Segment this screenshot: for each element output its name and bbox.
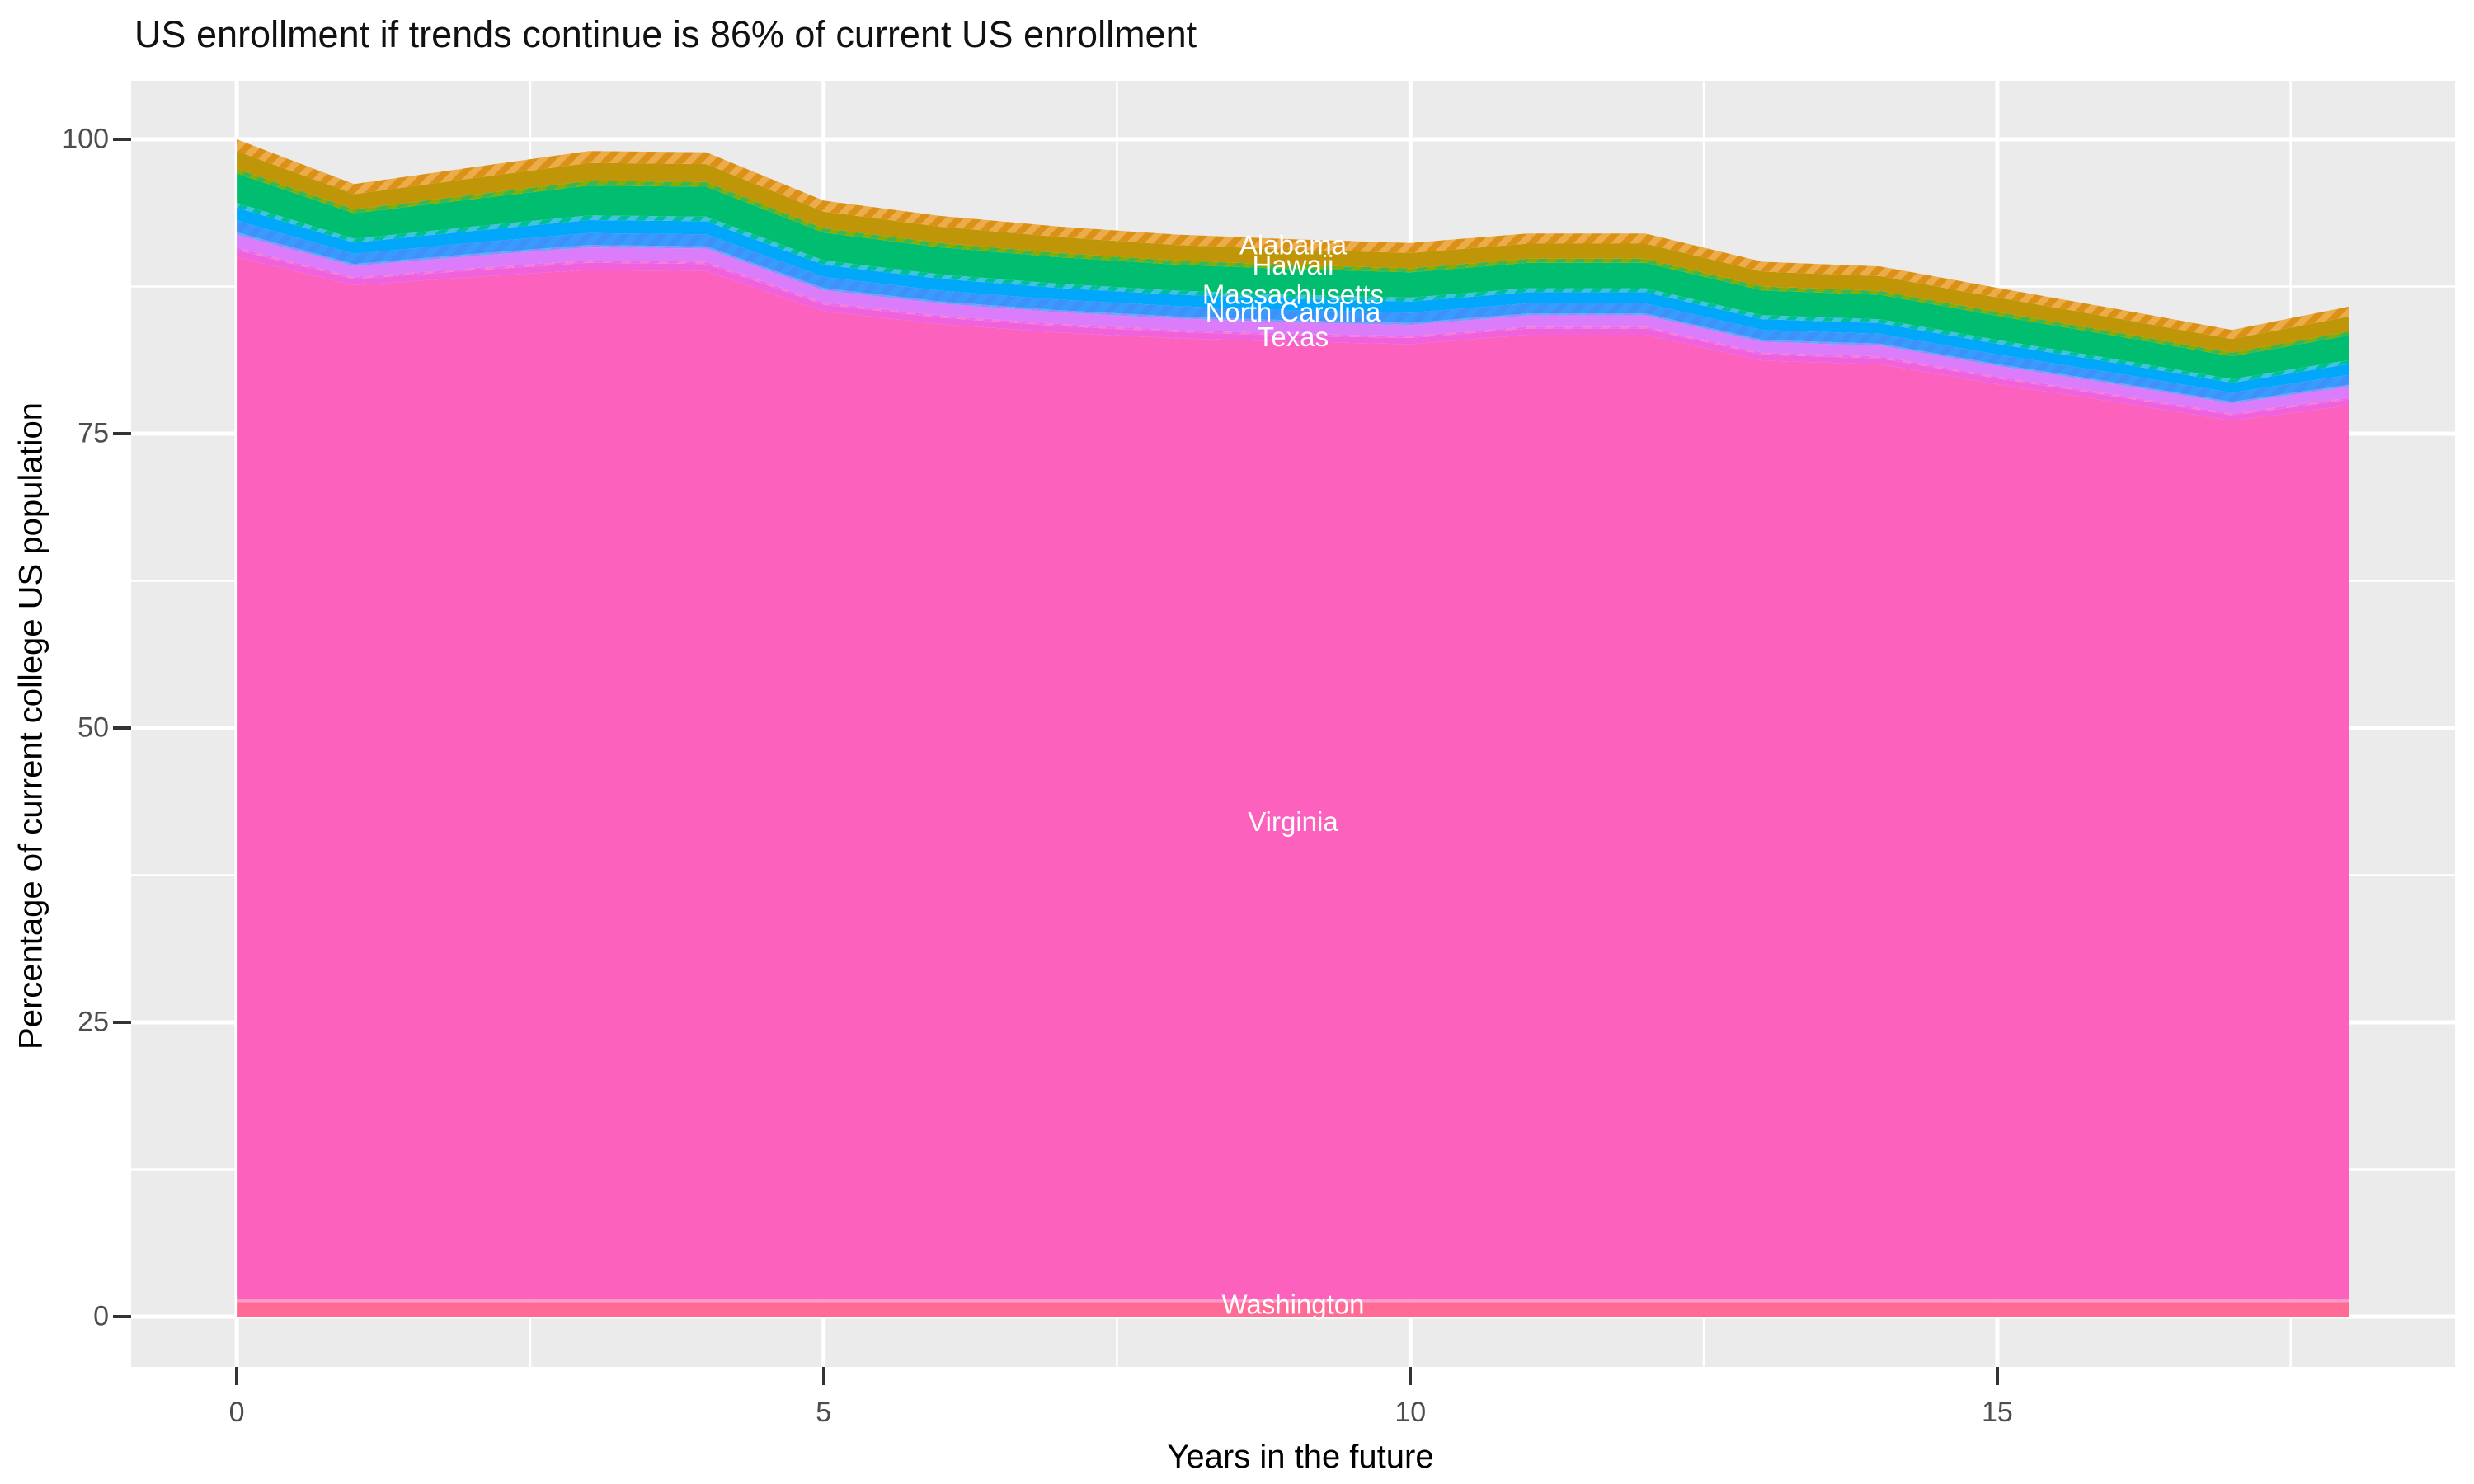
y-tick-label: 100 (62, 123, 109, 155)
area-unlabeled-slivers-teal (237, 203, 2349, 383)
area-virginia (237, 256, 2349, 1300)
y-tick-mark (113, 432, 131, 435)
y-tick-mark (113, 1021, 131, 1024)
area-texas (237, 250, 2349, 421)
area-unlabeled-slivers-orange (237, 139, 2349, 340)
area-hawaii (237, 173, 2349, 379)
y-tick-label: 75 (78, 417, 109, 449)
x-tick-label: 0 (228, 1397, 245, 1428)
x-tick-label: 15 (1981, 1397, 2013, 1428)
y-tick-label: 0 (93, 1300, 109, 1332)
x-tick-label: 5 (816, 1397, 832, 1428)
y-tick-mark (113, 726, 131, 730)
y-tick-label: 50 (78, 711, 109, 744)
chart-title: US enrollment if trends continue is 86% … (134, 13, 1197, 55)
area-unlabeled-slivers-yellowgreen (237, 168, 2349, 357)
y-tick-mark (113, 1315, 131, 1318)
x-tick-mark (1409, 1367, 1413, 1385)
area-unlabeled-slivers-blue (237, 220, 2349, 402)
area-label-alabama: Alabama (1239, 230, 1348, 261)
x-tick-mark (235, 1367, 239, 1385)
plot-panel: Alabama Hawaii Massachusetts North Carolina… (131, 81, 2455, 1367)
x-tick-mark (821, 1367, 825, 1385)
x-tick-label: 10 (1395, 1397, 1427, 1428)
area-label-north-carolina: North Carolina (1206, 297, 1381, 327)
x-axis-title: Years in the future (1167, 1439, 1434, 1475)
area-unlabeled-slivers-pale-pink (237, 1299, 2349, 1303)
x-tick-mark (1995, 1367, 1999, 1385)
area-unlabeled-slivers-periwinkle (237, 232, 2349, 404)
y-tick-mark (113, 138, 131, 141)
area-label-virginia: Virginia (1248, 806, 1338, 837)
area-label-washington: Washington (1221, 1289, 1364, 1320)
area-alabama (237, 151, 2349, 353)
area-massachusetts (237, 207, 2349, 393)
area-label-hawaii: Hawaii (1252, 250, 1333, 280)
area-label-massachusetts: Massachusetts (1202, 279, 1384, 309)
area-north-carolina (237, 234, 2349, 414)
y-tick-label: 25 (78, 1006, 109, 1038)
area-unlabeled-slivers-magenta (237, 247, 2349, 416)
area-washington (237, 1302, 2349, 1317)
area-label-texas: Texas (1258, 322, 1329, 352)
